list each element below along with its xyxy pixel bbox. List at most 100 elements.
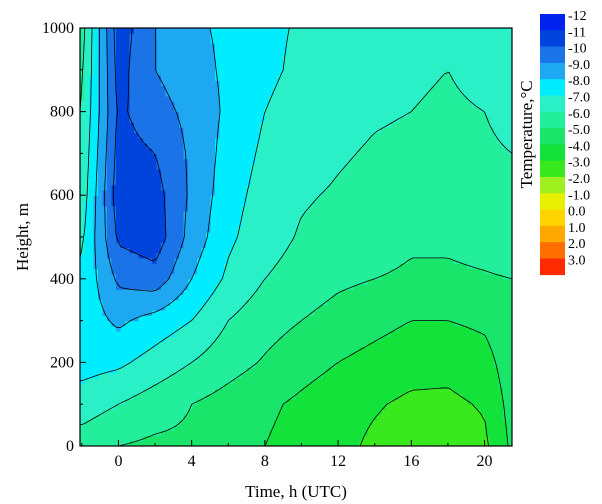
contour-cell: [242, 419, 248, 426]
contour-cell: [417, 210, 423, 217]
contour-cell: [98, 430, 104, 437]
contour-cell: [507, 398, 512, 405]
contour-cell: [498, 231, 504, 238]
contour-cell: [422, 419, 428, 426]
contour-cell: [116, 242, 122, 249]
contour-cell: [300, 294, 306, 301]
contour-cell: [444, 435, 450, 442]
contour-cell: [494, 419, 500, 426]
contour-cell: [359, 268, 365, 275]
contour-cell: [431, 289, 437, 296]
contour-cell: [183, 257, 189, 264]
contour-cell: [381, 221, 387, 228]
contour-cell: [102, 398, 108, 405]
contour-cell: [458, 299, 464, 306]
contour-cell: [287, 414, 293, 421]
contour-cell: [386, 378, 392, 384]
contour-cell: [224, 315, 230, 322]
contour-cell: [422, 409, 428, 416]
contour-cell: [372, 393, 378, 400]
contour-cell: [431, 299, 437, 306]
contour-cell: [426, 440, 432, 446]
contour-cell: [93, 169, 99, 175]
contour-cell: [404, 221, 410, 228]
contour-cell: [341, 257, 347, 264]
contour-cell: [201, 242, 207, 249]
contour-cell: [98, 357, 104, 363]
contour-cell: [422, 263, 428, 269]
contour-cell: [134, 310, 140, 316]
contour-cell: [386, 357, 392, 363]
contour-cell: [359, 221, 365, 228]
contour-cell: [260, 174, 266, 181]
contour-cell: [359, 331, 365, 337]
contour-cell: [413, 189, 419, 196]
contour-cell: [413, 195, 419, 202]
contour-cell: [471, 398, 477, 405]
contour-cell: [422, 372, 428, 379]
contour-cell: [273, 440, 279, 446]
contour-cell: [336, 247, 342, 254]
contour-cell: [404, 231, 410, 238]
contour-cell: [264, 367, 270, 374]
contour-cell: [183, 242, 189, 249]
contour-cell: [350, 252, 356, 259]
contour-cell: [143, 226, 149, 233]
contour-cell: [323, 351, 329, 358]
contour-cell: [417, 336, 423, 343]
contour-cell: [242, 226, 248, 233]
contour-cell: [386, 221, 392, 228]
contour-cell: [489, 195, 495, 202]
contour-cell: [107, 430, 113, 437]
contour-cell: [422, 414, 428, 421]
contour-cell: [143, 414, 149, 421]
contour-cell: [377, 231, 383, 238]
contour-cell: [264, 242, 270, 249]
contour-cell: [372, 226, 378, 233]
contour-cell: [165, 179, 171, 186]
contour-cell: [143, 205, 149, 212]
contour-cell: [116, 257, 122, 264]
contour-cell: [471, 341, 477, 348]
contour-cell: [305, 263, 311, 269]
contour-cell: [309, 393, 315, 400]
contour-cell: [107, 273, 113, 280]
contour-cell: [183, 378, 189, 384]
contour-cell: [120, 231, 126, 238]
contour-cell: [170, 435, 176, 442]
contour-cell: [476, 247, 482, 254]
contour-cell: [507, 336, 512, 343]
contour-cell: [372, 430, 378, 437]
contour-cell: [471, 299, 477, 306]
contour-cell: [485, 351, 491, 358]
contour-cell: [323, 341, 329, 348]
contour-cell: [390, 299, 396, 306]
contour-cell: [152, 284, 158, 290]
contour-cell: [507, 331, 512, 337]
contour-cell: [278, 195, 284, 202]
contour-cell: [107, 341, 113, 348]
contour-cell: [197, 268, 203, 275]
contour-cell: [129, 383, 135, 390]
contour-cell: [278, 325, 284, 332]
contour-cell: [377, 362, 383, 369]
contour-cell: [408, 189, 414, 196]
contour-cell: [102, 440, 108, 446]
contour-cell: [381, 362, 387, 369]
contour-cell: [318, 304, 324, 311]
contour-cell: [314, 404, 320, 411]
contour-cell: [287, 357, 293, 363]
contour-cell: [84, 299, 90, 306]
contour-cell: [399, 294, 405, 301]
contour-cell: [368, 184, 374, 191]
contour-cell: [404, 351, 410, 358]
contour-cell: [368, 414, 374, 421]
contour-cell: [345, 174, 351, 181]
contour-cell: [287, 440, 293, 446]
contour-cell: [480, 315, 486, 322]
contour-cell: [435, 247, 441, 254]
contour-cell: [359, 393, 365, 400]
contour-cell: [390, 268, 396, 275]
contour-cell: [503, 242, 509, 249]
contour-cell: [507, 383, 512, 390]
